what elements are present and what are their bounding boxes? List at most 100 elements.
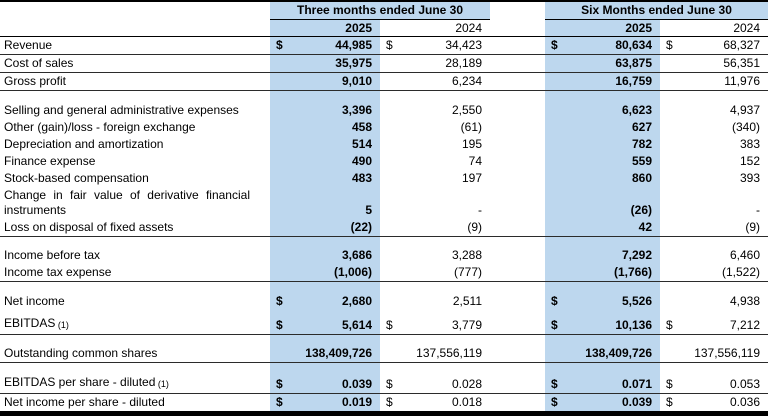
value-cell: 6,623 <box>545 101 661 119</box>
row-finance-expense: Finance expense 490 74 559 152 <box>0 152 768 170</box>
value-cell: $80,634 <box>545 36 661 55</box>
cell-value: (777) <box>454 265 483 279</box>
cell-value: 10,136 <box>615 317 653 332</box>
column-gap <box>490 19 546 37</box>
cell-value: 6,460 <box>730 248 761 262</box>
cell-value: 0.018 <box>451 394 483 409</box>
value-cell: 195 <box>380 136 490 153</box>
highlight-cell <box>270 236 380 247</box>
value-cell: $10,136 <box>545 314 661 335</box>
empty-cell <box>490 363 545 374</box>
highlight-cell <box>270 309 380 315</box>
group-header-three-months: Three months ended June 30 <box>270 2 491 20</box>
highlight-cell <box>270 362 380 374</box>
value-cell: 2,550 <box>380 102 490 119</box>
cell-value: 56,351 <box>723 56 761 70</box>
dollar-sign: $ <box>666 394 673 409</box>
spacer-row <box>0 362 768 374</box>
cell-value: (1,766) <box>613 265 653 279</box>
empty-cell <box>0 2 270 20</box>
cell-value: 627 <box>631 119 653 134</box>
dollar-sign: $ <box>551 38 558 52</box>
value-cell: 137,556,119 <box>660 345 768 363</box>
period-header-row: Three months ended June 30 Six Months en… <box>0 2 768 20</box>
column-gap <box>490 218 546 237</box>
empty-cell <box>660 236 768 247</box>
cell-value: 3,779 <box>451 317 483 332</box>
year-header-row: 2025 2024 2025 2024 <box>0 19 768 37</box>
value-cell: 6,460 <box>660 247 768 264</box>
value-cell: 11,976 <box>660 72 768 91</box>
cell-value: 383 <box>740 136 761 151</box>
dollar-sign: $ <box>276 376 283 391</box>
row-label: Selling and general administrative expen… <box>4 102 239 117</box>
cell-value: 483 <box>351 170 372 185</box>
row-stock-based-compensation: Stock-based compensation 483 197 860 393 <box>0 169 768 187</box>
value-cell: 74 <box>380 153 490 170</box>
value-cell: 42 <box>545 218 661 237</box>
row-gross-profit: Gross profit 9,010 6,234 16,759 11,976 <box>0 72 768 91</box>
cell-value: (1,522) <box>722 265 761 279</box>
value-cell: 860 <box>545 169 661 187</box>
cell-value: 34,423 <box>445 38 483 52</box>
value-cell: $0.019 <box>270 393 380 411</box>
cell-value: 3,686 <box>341 248 372 262</box>
cell-value: 0.039 <box>341 376 372 391</box>
highlight-cell <box>545 309 661 315</box>
row-revenue: Revenue $44,985 $34,423 $80,634 $68,327 <box>0 36 768 55</box>
value-cell: 137,556,119 <box>380 345 491 363</box>
row-label: Cost of sales <box>0 54 270 73</box>
value-cell: 5 <box>270 186 380 219</box>
cell-value: - <box>756 202 761 217</box>
cell-value: 559 <box>631 153 653 168</box>
dollar-sign: $ <box>386 376 393 391</box>
row-label: Gross profit <box>0 72 270 91</box>
year-header-2024-three-months: 2024 <box>380 19 491 37</box>
highlight-cell <box>545 334 661 345</box>
cell-value: 74 <box>468 153 483 168</box>
value-cell: 483 <box>270 169 380 187</box>
dollar-sign: $ <box>551 293 558 308</box>
empty-cell <box>660 282 768 293</box>
cell-value: 2,680 <box>341 293 372 308</box>
value-cell: $3,779 <box>380 314 491 335</box>
column-gap <box>490 293 545 310</box>
cell-value: 7,292 <box>621 248 653 262</box>
column-gap <box>490 373 546 394</box>
row-label: Other (gain)/loss - foreign exchange <box>4 119 196 134</box>
empty-cell <box>660 334 768 345</box>
column-gap <box>490 264 546 282</box>
row-income-tax-expense: Income tax expense (1,006) (777) (1,766) (1,… <box>0 264 768 282</box>
value-cell: 152 <box>660 153 768 170</box>
spacer-row <box>0 281 768 293</box>
highlight-cell <box>545 281 661 293</box>
value-cell: $34,423 <box>380 36 491 55</box>
cell-value: 11,976 <box>724 74 761 88</box>
empty-cell <box>380 282 490 293</box>
cell-value: (9) <box>467 219 483 234</box>
row-label: Change in fair value of derivative finan… <box>4 187 250 217</box>
dollar-sign: $ <box>386 38 393 52</box>
table-header: Three months ended June 30 Six Months en… <box>0 2 768 37</box>
value-cell: - <box>380 187 490 219</box>
cell-value: 28,189 <box>445 56 483 70</box>
cell-value: 63,875 <box>615 56 653 70</box>
cell-value: 138,409,726 <box>585 346 653 360</box>
empty-cell <box>490 91 545 102</box>
value-cell: 559 <box>545 152 661 170</box>
cell-value: 490 <box>351 153 372 168</box>
row-label: Income tax expense <box>0 264 270 282</box>
dollar-sign: $ <box>551 376 558 391</box>
value-cell: (340) <box>660 119 768 136</box>
column-gap <box>490 72 546 91</box>
empty-cell <box>380 236 490 247</box>
value-cell: 28,189 <box>380 54 491 73</box>
row-label: Net income per share - diluted <box>4 394 165 409</box>
cell-value: 138,409,726 <box>305 346 372 360</box>
value-cell: $44,985 <box>270 36 380 55</box>
cell-value: 68,327 <box>723 38 761 52</box>
highlight-cell <box>270 90 380 102</box>
cell-value: 152 <box>740 153 761 168</box>
highlight-cell <box>545 236 661 247</box>
value-cell: $0.039 <box>545 393 661 411</box>
